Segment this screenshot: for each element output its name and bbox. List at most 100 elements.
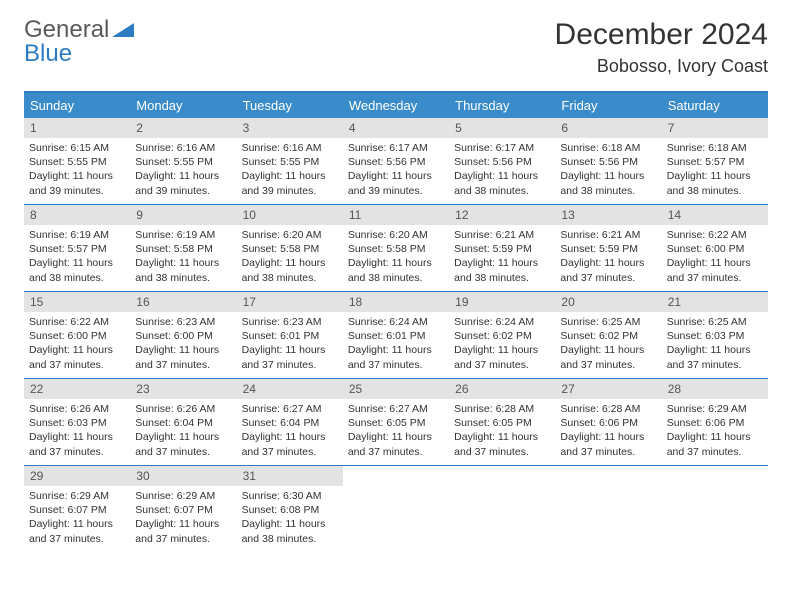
daylight-text: Daylight: 11 hours and 37 minutes. (667, 343, 763, 371)
sunset-text: Sunset: 5:55 PM (242, 155, 338, 169)
sunset-text: Sunset: 5:55 PM (29, 155, 125, 169)
daylight-text: Daylight: 11 hours and 37 minutes. (135, 430, 231, 458)
day-number: 12 (449, 205, 555, 225)
day-info: Sunrise: 6:17 AMSunset: 5:56 PMDaylight:… (449, 141, 555, 198)
daylight-text: Daylight: 11 hours and 37 minutes. (135, 343, 231, 371)
sunrise-text: Sunrise: 6:24 AM (454, 315, 550, 329)
day-cell: 18Sunrise: 6:24 AMSunset: 6:01 PMDayligh… (343, 292, 449, 378)
daylight-text: Daylight: 11 hours and 37 minutes. (135, 517, 231, 545)
sunset-text: Sunset: 6:01 PM (348, 329, 444, 343)
sunset-text: Sunset: 6:00 PM (667, 242, 763, 256)
sunrise-text: Sunrise: 6:16 AM (242, 141, 338, 155)
daylight-text: Daylight: 11 hours and 37 minutes. (242, 343, 338, 371)
day-cell: 20Sunrise: 6:25 AMSunset: 6:02 PMDayligh… (555, 292, 661, 378)
sunset-text: Sunset: 5:56 PM (454, 155, 550, 169)
sunset-text: Sunset: 6:08 PM (242, 503, 338, 517)
day-info: Sunrise: 6:25 AMSunset: 6:02 PMDaylight:… (555, 315, 661, 372)
day-header: Friday (555, 93, 661, 118)
sunrise-text: Sunrise: 6:17 AM (348, 141, 444, 155)
daylight-text: Daylight: 11 hours and 37 minutes. (560, 343, 656, 371)
sunset-text: Sunset: 5:58 PM (348, 242, 444, 256)
sunset-text: Sunset: 6:06 PM (560, 416, 656, 430)
day-number: 2 (130, 118, 236, 138)
day-info: Sunrise: 6:15 AMSunset: 5:55 PMDaylight:… (24, 141, 130, 198)
sunset-text: Sunset: 5:59 PM (560, 242, 656, 256)
day-cell: 3 Sunrise: 6:16 AMSunset: 5:55 PMDaylight… (237, 118, 343, 204)
day-info: Sunrise: 6:27 AMSunset: 6:05 PMDaylight:… (343, 402, 449, 459)
sunset-text: Sunset: 5:59 PM (454, 242, 550, 256)
daylight-text: Daylight: 11 hours and 39 minutes. (29, 169, 125, 197)
day-info: Sunrise: 6:27 AMSunset: 6:04 PMDaylight:… (237, 402, 343, 459)
day-number: 3 (237, 118, 343, 138)
logo: General Blue (24, 18, 134, 66)
sunset-text: Sunset: 5:57 PM (667, 155, 763, 169)
daylight-text: Daylight: 11 hours and 37 minutes. (348, 343, 444, 371)
day-cell: 4Sunrise: 6:17 AMSunset: 5:56 PMDaylight… (343, 118, 449, 204)
day-info: Sunrise: 6:29 AMSunset: 6:07 PMDaylight:… (24, 489, 130, 546)
day-number: 14 (662, 205, 768, 225)
day-number: 13 (555, 205, 661, 225)
day-cell: 19Sunrise: 6:24 AMSunset: 6:02 PMDayligh… (449, 292, 555, 378)
day-cell: 12Sunrise: 6:21 AMSunset: 5:59 PMDayligh… (449, 205, 555, 291)
sunset-text: Sunset: 6:03 PM (29, 416, 125, 430)
sunrise-text: Sunrise: 6:16 AM (135, 141, 231, 155)
day-info: Sunrise: 6:18 AMSunset: 5:57 PMDaylight:… (662, 141, 768, 198)
day-info: Sunrise: 6:16 AMSunset: 5:55 PMDaylight:… (237, 141, 343, 198)
sunset-text: Sunset: 6:07 PM (29, 503, 125, 517)
sunrise-text: Sunrise: 6:30 AM (242, 489, 338, 503)
weeks-container: 1Sunrise: 6:15 AMSunset: 5:55 PMDaylight… (24, 118, 768, 552)
day-number: 24 (237, 379, 343, 399)
day-number: 6 (555, 118, 661, 138)
sunset-text: Sunset: 6:00 PM (29, 329, 125, 343)
day-cell: 26Sunrise: 6:28 AMSunset: 6:05 PMDayligh… (449, 379, 555, 465)
day-cell: 1Sunrise: 6:15 AMSunset: 5:55 PMDaylight… (24, 118, 130, 204)
daylight-text: Daylight: 11 hours and 39 minutes. (348, 169, 444, 197)
day-info: Sunrise: 6:22 AMSunset: 6:00 PMDaylight:… (24, 315, 130, 372)
week-row: 29Sunrise: 6:29 AMSunset: 6:07 PMDayligh… (24, 466, 768, 552)
sunset-text: Sunset: 5:55 PM (135, 155, 231, 169)
sunset-text: Sunset: 6:05 PM (348, 416, 444, 430)
day-info: Sunrise: 6:24 AMSunset: 6:01 PMDaylight:… (343, 315, 449, 372)
sunrise-text: Sunrise: 6:29 AM (29, 489, 125, 503)
day-info: Sunrise: 6:26 AMSunset: 6:04 PMDaylight:… (130, 402, 236, 459)
day-cell: 8Sunrise: 6:19 AMSunset: 5:57 PMDaylight… (24, 205, 130, 291)
daylight-text: Daylight: 11 hours and 39 minutes. (135, 169, 231, 197)
sunrise-text: Sunrise: 6:20 AM (242, 228, 338, 242)
sunset-text: Sunset: 6:02 PM (454, 329, 550, 343)
sunset-text: Sunset: 6:07 PM (135, 503, 231, 517)
day-info: Sunrise: 6:20 AMSunset: 5:58 PMDaylight:… (237, 228, 343, 285)
day-number: 7 (662, 118, 768, 138)
sunrise-text: Sunrise: 6:17 AM (454, 141, 550, 155)
day-cell (662, 466, 768, 552)
daylight-text: Daylight: 11 hours and 38 minutes. (29, 256, 125, 284)
sunrise-text: Sunrise: 6:28 AM (454, 402, 550, 416)
day-info: Sunrise: 6:21 AMSunset: 5:59 PMDaylight:… (555, 228, 661, 285)
day-cell: 14Sunrise: 6:22 AMSunset: 6:00 PMDayligh… (662, 205, 768, 291)
day-number: 16 (130, 292, 236, 312)
day-cell: 16 Sunrise: 6:23 AMSunset: 6:00 PMDayligh… (130, 292, 236, 378)
day-cell: 13 Sunrise: 6:21 AMSunset: 5:59 PMDayligh… (555, 205, 661, 291)
day-header: Monday (130, 93, 236, 118)
day-info: Sunrise: 6:24 AMSunset: 6:02 PMDaylight:… (449, 315, 555, 372)
sunrise-text: Sunrise: 6:28 AM (560, 402, 656, 416)
daylight-text: Daylight: 11 hours and 38 minutes. (560, 169, 656, 197)
day-info: Sunrise: 6:18 AMSunset: 5:56 PMDaylight:… (555, 141, 661, 198)
day-info: Sunrise: 6:16 AMSunset: 5:55 PMDaylight:… (130, 141, 236, 198)
sunset-text: Sunset: 6:02 PM (560, 329, 656, 343)
day-number: 10 (237, 205, 343, 225)
day-info: Sunrise: 6:29 AMSunset: 6:07 PMDaylight:… (130, 489, 236, 546)
title-block: December 2024 Bobosso, Ivory Coast (555, 18, 768, 77)
day-number: 11 (343, 205, 449, 225)
week-row: 22Sunrise: 6:26 AMSunset: 6:03 PMDayligh… (24, 379, 768, 466)
daylight-text: Daylight: 11 hours and 37 minutes. (29, 343, 125, 371)
day-number: 9 (130, 205, 236, 225)
day-number: 5 (449, 118, 555, 138)
sunset-text: Sunset: 5:58 PM (135, 242, 231, 256)
day-cell: 10 Sunrise: 6:20 AMSunset: 5:58 PMDayligh… (237, 205, 343, 291)
month-title: December 2024 (555, 18, 768, 52)
sunset-text: Sunset: 6:04 PM (242, 416, 338, 430)
daylight-text: Daylight: 11 hours and 37 minutes. (560, 256, 656, 284)
daylight-text: Daylight: 11 hours and 37 minutes. (29, 517, 125, 545)
day-info: Sunrise: 6:23 AMSunset: 6:00 PMDaylight:… (130, 315, 236, 372)
day-cell: 22Sunrise: 6:26 AMSunset: 6:03 PMDayligh… (24, 379, 130, 465)
